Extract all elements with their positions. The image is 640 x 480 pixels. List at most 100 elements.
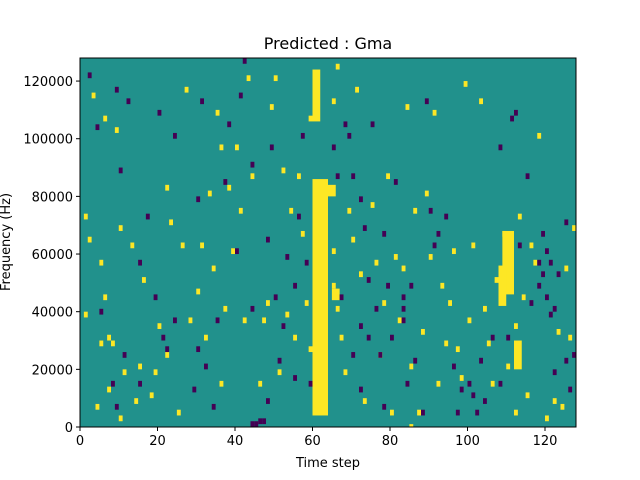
heatmap-cell-low xyxy=(374,305,379,312)
heatmap-cell-high xyxy=(382,300,387,306)
heatmap-cell-high xyxy=(165,352,170,358)
heatmap-cell-high xyxy=(204,334,208,341)
heatmap-cell-high xyxy=(351,236,356,243)
heatmap-cell-high xyxy=(138,363,142,370)
heatmap-cell-high xyxy=(95,403,100,410)
heatmap-cell-high xyxy=(459,375,464,381)
heatmap-cell-high xyxy=(409,363,414,370)
heatmap-cell-low xyxy=(370,121,375,128)
heatmap-cell-high xyxy=(235,144,239,151)
heatmap-cell-low xyxy=(157,109,162,116)
heatmap-cell-low xyxy=(173,317,177,324)
heatmap-cell-high xyxy=(397,317,402,324)
heatmap-cell-high xyxy=(297,173,301,180)
heatmap-cell-low xyxy=(122,352,127,358)
y-tick-label: 20000 xyxy=(32,363,73,378)
heatmap-cell-high xyxy=(107,386,111,393)
heatmap-cell-high xyxy=(452,248,456,255)
heatmap-cell-low xyxy=(281,323,286,329)
heatmap-cell-low xyxy=(335,173,340,180)
heatmap-cell-high xyxy=(552,398,557,404)
heatmap-cell-high xyxy=(184,86,189,93)
heatmap-cell-high xyxy=(432,109,437,116)
heatmap-cell-high xyxy=(157,323,162,329)
heatmap-cell-low xyxy=(145,213,150,220)
heatmap-cell-low xyxy=(506,334,511,341)
heatmap-cell-low xyxy=(467,380,472,387)
heatmap-cell-low xyxy=(269,144,274,151)
heatmap-cell-low xyxy=(568,386,573,393)
heatmap-cell-high xyxy=(331,98,336,105)
heatmap-cell-high xyxy=(362,398,367,404)
heatmap-cell-low xyxy=(432,242,437,249)
heatmap-cell-low xyxy=(126,98,131,105)
heatmap-cell-high xyxy=(405,104,410,110)
y-tick-label: 60000 xyxy=(32,248,73,263)
heatmap-cell-low xyxy=(386,282,390,289)
heatmap-cell-high xyxy=(258,380,263,387)
heatmap-cell-low xyxy=(471,392,476,399)
heatmap-cell-high xyxy=(529,242,534,249)
heatmap-cell-low xyxy=(138,259,142,266)
heatmap-cell-low xyxy=(277,357,282,364)
heatmap-cell-low xyxy=(401,305,406,312)
heatmap-cell-low xyxy=(266,398,270,404)
heatmap-cell-high xyxy=(308,346,313,353)
heatmap-cell-high xyxy=(281,167,286,174)
heatmap-cell-high xyxy=(572,225,576,231)
heatmap-cell-high xyxy=(142,277,146,283)
y-tick-label: 40000 xyxy=(32,306,73,321)
heatmap-cell-high xyxy=(122,369,127,376)
heatmap-cell-low xyxy=(455,409,460,416)
heatmap-cell-high xyxy=(467,317,472,324)
heatmap-cell-low xyxy=(541,230,545,237)
heatmap-cell-low xyxy=(359,323,363,329)
heatmap-cell-low xyxy=(359,386,363,393)
heatmap-cell-high xyxy=(238,207,243,214)
heatmap-cell-low xyxy=(564,219,569,226)
plot-frame xyxy=(79,57,577,428)
y-tick-label: 100000 xyxy=(23,133,73,148)
heatmap-cell-high xyxy=(560,403,565,410)
plot-area xyxy=(80,58,576,427)
heatmap-cell-high xyxy=(262,317,266,324)
heatmap-cell-low xyxy=(517,242,522,249)
heatmap-cell-low xyxy=(548,311,553,318)
heatmap-cell-low xyxy=(114,403,119,410)
heatmap-cell-low xyxy=(552,305,557,312)
heatmap-cell-high xyxy=(471,242,476,249)
heatmap-cell-low xyxy=(95,124,100,131)
heatmap-cell-low xyxy=(366,334,371,341)
heatmap-cell-high xyxy=(266,300,270,306)
heatmap-cell-low xyxy=(541,271,545,278)
heatmap-cell-low xyxy=(227,121,232,128)
heatmap-cell-high xyxy=(486,340,491,347)
heatmap-cell-low xyxy=(300,132,305,139)
heatmap-cell-high xyxy=(568,334,573,341)
heatmap-cell-low xyxy=(293,375,297,381)
heatmap-cell-high xyxy=(463,81,468,87)
heatmap-cell-low xyxy=(223,179,228,185)
heatmap-cell-high xyxy=(207,190,212,197)
heatmap-cell-high xyxy=(374,259,379,266)
heatmap-cell-high xyxy=(390,409,394,416)
heatmap-cell-low xyxy=(254,421,259,427)
heatmap-cell-low xyxy=(548,259,553,266)
heatmap-cell-high xyxy=(118,415,123,422)
heatmap-cell-high xyxy=(514,340,522,370)
heatmap-cell-high xyxy=(502,230,514,295)
heatmap-cell-low xyxy=(424,98,429,105)
heatmap-cell-high xyxy=(428,254,433,260)
heatmap-cell-high xyxy=(180,242,185,249)
heatmap-cell-high xyxy=(153,369,158,376)
heatmap-cell-high xyxy=(355,86,359,93)
heatmap-cell-low xyxy=(111,380,115,387)
heatmap-cell-high xyxy=(335,305,340,312)
heatmap-cell-low xyxy=(114,86,119,93)
heatmap-cell-high xyxy=(176,409,181,416)
heatmap-cell-high xyxy=(444,340,449,347)
heatmap-cell-low xyxy=(401,317,406,324)
y-tick-label: 0 xyxy=(65,421,73,436)
heatmap-cell-high xyxy=(331,288,340,301)
